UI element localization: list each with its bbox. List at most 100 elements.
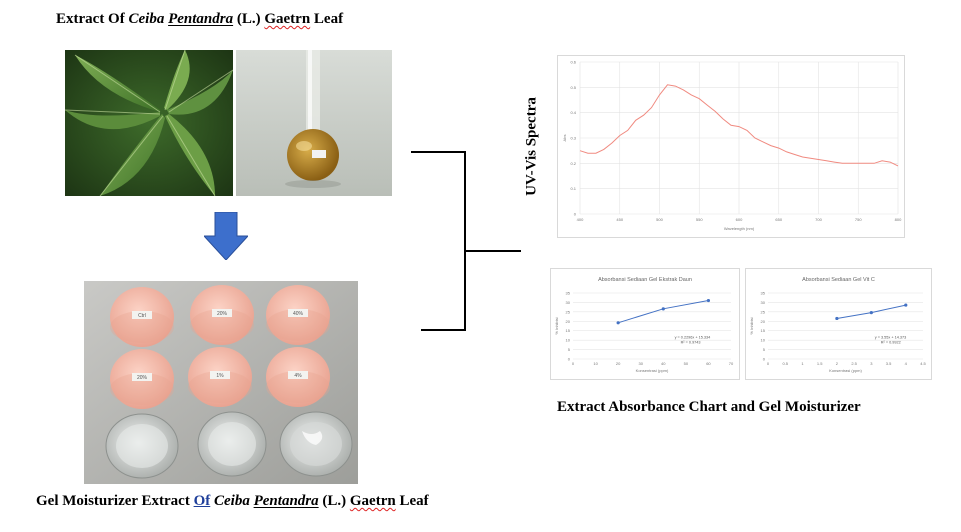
r-squared: R² = 0.9743 [681, 340, 701, 344]
y-tick-label: 10 [566, 338, 571, 343]
x-tick-label: 2 [836, 361, 839, 366]
caption-text: Extract Of [56, 11, 129, 27]
r-squared: R² = 0.9922 [881, 340, 901, 344]
caption-text: (L.) [233, 11, 265, 27]
x-tick-label: 500 [656, 217, 663, 222]
y-tick-label: 20 [566, 319, 571, 324]
x-tick-label: 400 [577, 217, 584, 222]
caption-text: Leaf [310, 11, 344, 27]
caption-author: Gaetrn [264, 11, 311, 27]
y-tick-label: 0 [568, 357, 571, 362]
x-tick-label: 1 [801, 361, 804, 366]
jar-label: 4% [294, 373, 302, 379]
y-tick-label: 0.1 [570, 186, 576, 191]
x-tick-label: 3.5 [886, 361, 892, 366]
x-tick-label: 20 [616, 361, 621, 366]
y-tick-label: 0.2 [570, 161, 576, 166]
data-point [835, 316, 839, 321]
jar-label: 20% [217, 311, 228, 317]
caption-species: Pentandra [168, 11, 234, 27]
y-tick-label: 20 [761, 319, 766, 324]
x-tick-label: 0 [767, 361, 770, 366]
glass-dish [279, 411, 353, 477]
bottom-caption: Gel Moisturizer Extract Of Ceiba Pentand… [36, 493, 429, 510]
caption-species: Pentandra [253, 493, 319, 509]
x-axis-label: Wavelength (nm) [724, 226, 755, 231]
x-tick-label: 0 [572, 361, 575, 366]
connector-line [464, 151, 466, 331]
x-tick-label: 50 [684, 361, 689, 366]
caption-italic: Ceiba [214, 493, 254, 509]
y-tick-label: 35 [761, 291, 766, 296]
data-point [869, 311, 873, 315]
gel-jars-photo: Ctrl 20% 40% 20% 1% 4% [84, 281, 358, 484]
x-axis-label: Konsentrasi (ppm) [636, 368, 669, 373]
x-tick-label: 750 [855, 217, 862, 222]
uvvis-label: UV-Vis Spectra [523, 97, 540, 196]
x-tick-label: 3 [870, 361, 873, 366]
x-tick-label: 30 [638, 361, 643, 366]
trend-equation: y = 3.55x + 14.373 [875, 335, 906, 339]
y-tick-label: 0.6 [570, 60, 576, 65]
y-tick-label: 35 [566, 291, 571, 296]
caption-author: Gaetrn [349, 493, 396, 509]
data-point [706, 298, 711, 303]
chart-title: Absorbansi Sediaan Gel Vit C [802, 277, 875, 283]
y-tick-label: 30 [761, 300, 766, 305]
y-axis-label: % Inhibisi [749, 317, 754, 334]
y-tick-label: 0.4 [570, 110, 576, 115]
y-tick-label: 30 [566, 300, 571, 305]
connector-line [421, 329, 466, 331]
connector-line [411, 151, 466, 153]
caption-italic: Ceiba [128, 11, 169, 27]
x-tick-label: 2.5 [851, 361, 857, 366]
charts-caption: Extract Absorbance Chart and Gel Moistur… [557, 399, 861, 415]
x-tick-label: 70 [729, 361, 734, 366]
caption-text: (L.) [318, 493, 350, 509]
jar-label: 40% [293, 311, 304, 317]
caption-text: Of [193, 493, 211, 509]
x-tick-label: 60 [706, 361, 711, 366]
glass-dish [197, 411, 267, 477]
glass-dish [105, 413, 179, 479]
x-tick-label: 650 [775, 217, 782, 222]
y-tick-label: 25 [566, 309, 571, 314]
y-tick-label: 15 [761, 328, 766, 333]
data-point [616, 321, 620, 325]
x-tick-label: 700 [815, 217, 822, 222]
absorbance-chart-vitc: Absorbansi Sediaan Gel Vit C 0 5 10 15 20 25 30… [745, 268, 932, 380]
jar [110, 349, 174, 409]
x-tick-label: 600 [736, 217, 743, 222]
jar-label: 20% [137, 375, 148, 381]
y-tick-label: 25 [761, 309, 766, 314]
data-point [661, 307, 665, 311]
x-tick-label: 450 [616, 217, 623, 222]
x-tick-label: 550 [696, 217, 703, 222]
caption-text: Leaf [395, 493, 429, 509]
y-tick-label: 5 [568, 347, 571, 352]
x-axis-label: Konsentrasi (ppm) [829, 368, 862, 373]
y-tick-label: 5 [763, 347, 766, 352]
x-tick-label: 0.5 [782, 361, 788, 366]
y-tick-label: 0.5 [570, 85, 576, 90]
y-tick-label: 15 [566, 328, 571, 333]
uvvis-spectrum-chart: 0 0.1 0.2 0.3 0.4 0.5 0.6 400 450 500 550 600 650 700… [557, 55, 905, 238]
y-tick-label: 0 [763, 357, 766, 362]
y-tick-label: 10 [761, 338, 766, 343]
x-tick-label: 40 [661, 361, 666, 366]
x-tick-label: 800 [895, 217, 902, 222]
y-axis-label: % Inhibisi [554, 317, 559, 334]
absorbance-chart-extract: Absorbansi Sediaan Gel Ekstrak Daun 0 5 10 1… [550, 268, 740, 380]
y-axis-label: Abs [562, 135, 567, 142]
top-caption: Extract Of Ceiba Pentandra (L.) Gaetrn L… [56, 11, 343, 28]
caption-text: Gel Moisturizer Extract [36, 493, 194, 509]
x-tick-label: 4.5 [920, 361, 926, 366]
jar-label: 1% [216, 373, 224, 379]
chart-title: Absorbansi Sediaan Gel Ekstrak Daun [598, 277, 692, 283]
trend-equation: y = 0.2296x + 15.334 [675, 335, 711, 339]
spectrum-line [579, 84, 899, 167]
down-arrow-icon [204, 212, 248, 260]
extract-flask-photo [236, 50, 392, 196]
x-tick-label: 10 [593, 361, 598, 366]
